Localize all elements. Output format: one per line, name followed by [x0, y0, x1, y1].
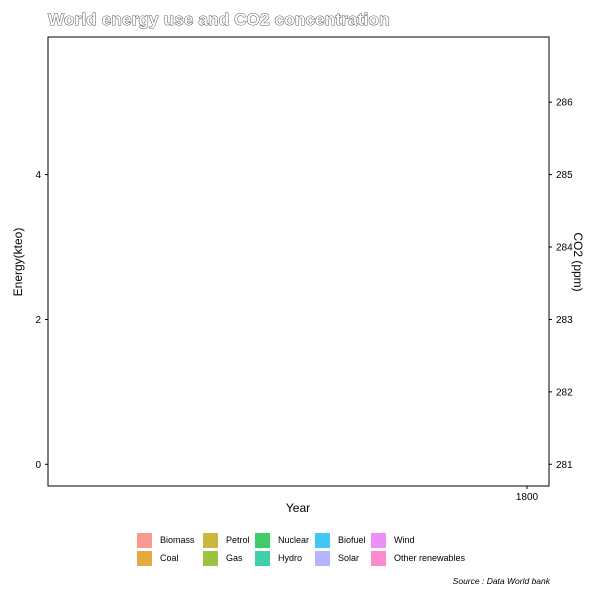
legend-swatch: [137, 550, 152, 566]
legend-swatch: [371, 532, 386, 548]
legend-swatch: [315, 550, 330, 566]
right-axis: 281 282 283 284 285 286: [549, 98, 573, 471]
y-tick-label: 0: [35, 460, 41, 471]
y2-tick-label: 286: [556, 98, 573, 109]
legend-item: Solar: [315, 550, 359, 566]
legend-item: Wind: [371, 532, 415, 548]
chart-title: World energy use and CO2 concentration: [48, 10, 390, 30]
y2-tick-label: 284: [556, 243, 573, 254]
plot-panel: [47, 36, 550, 487]
legend-label: Biomass: [160, 535, 195, 545]
legend-swatch: [255, 532, 270, 548]
legend-label: Other renewables: [394, 553, 466, 563]
legend-label: Gas: [226, 553, 243, 563]
y-tick-label: 2: [35, 315, 41, 326]
x-tick-label: 1800: [516, 492, 539, 503]
y2-axis-title: CO2 (ppm): [571, 232, 585, 291]
legend-label: Nuclear: [278, 535, 310, 545]
legend: Biomass Coal Petrol Gas Nuclear Hydro Biofuel S…: [137, 532, 477, 568]
y2-tick-label: 285: [556, 170, 573, 181]
y2-tick-label: 281: [556, 460, 573, 471]
y2-tick-label: 283: [556, 315, 573, 326]
legend-swatch: [315, 532, 330, 548]
y2-tick-label: 282: [556, 387, 573, 398]
x-axis-title: Year: [286, 501, 310, 515]
y-axis-title: Energy(kteo): [11, 228, 25, 297]
legend-label: Hydro: [278, 553, 303, 563]
x-axis: 1800: [516, 486, 539, 503]
legend-label: Biofuel: [338, 535, 366, 545]
legend-item: Petrol: [203, 532, 250, 548]
legend-swatch: [203, 532, 218, 548]
caption: Source : Data World bank: [452, 576, 550, 586]
legend-item: Nuclear: [255, 532, 309, 548]
y-tick-label: 4: [35, 170, 41, 181]
legend-swatch: [203, 550, 218, 566]
legend-item: Biomass: [137, 532, 195, 548]
legend-swatch: [255, 550, 270, 566]
legend-item: Biofuel: [315, 532, 366, 548]
legend-label: Petrol: [226, 535, 250, 545]
legend-label: Wind: [394, 535, 415, 545]
legend-swatch: [371, 550, 386, 566]
legend-item: Hydro: [255, 550, 302, 566]
legend-item: Gas: [203, 550, 243, 566]
legend-label: Coal: [160, 553, 179, 563]
legend-label: Solar: [338, 553, 360, 563]
legend-item: Other renewables: [371, 550, 465, 566]
legend-swatch: [137, 532, 152, 548]
left-axis: 0 2 4: [35, 170, 48, 471]
legend-item: Coal: [137, 550, 179, 566]
